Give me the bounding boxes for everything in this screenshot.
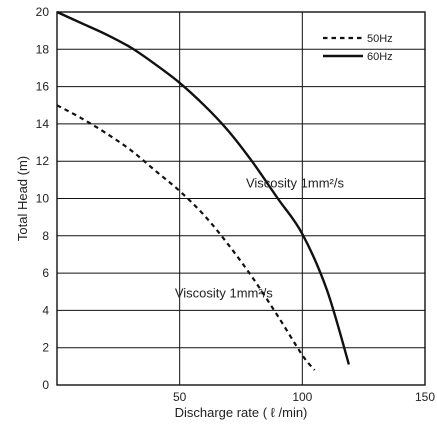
y-tick-label: 8 (42, 229, 49, 243)
annotations: Viscosity 1mm²/s Viscosity 1mm²/s (175, 175, 345, 300)
y-tick-label: 14 (36, 117, 50, 131)
y-tick-label: 4 (42, 303, 49, 317)
grid-lines (57, 12, 425, 385)
annotation-viscosity-60hz: Viscosity 1mm²/s (246, 175, 344, 190)
x-tick-label: 150 (415, 390, 435, 404)
y-axis-label: Total Head (m) (15, 156, 30, 241)
series-line-60hz (56, 10, 351, 365)
legend-label-60hz: 60Hz (367, 51, 393, 63)
y-tick-label: 18 (36, 42, 50, 56)
y-tick-label: 16 (36, 80, 50, 94)
series-layer (56, 10, 351, 371)
x-axis-label: Discharge rate ( ℓ /min) (175, 405, 308, 420)
y-tick-label: 10 (36, 192, 50, 206)
y-tick-label: 20 (36, 5, 50, 19)
series-line-50hz (56, 104, 316, 371)
y-tick-label: 6 (42, 266, 49, 280)
plot-frame (56, 11, 426, 386)
x-tick-label: 50 (173, 390, 187, 404)
annotation-viscosity-50hz: Viscosity 1mm²/s (175, 285, 273, 300)
y-tick-label: 0 (42, 378, 49, 392)
legend-label-50hz: 50Hz (367, 33, 393, 45)
x-tick-label: 100 (292, 390, 312, 404)
legend: 50Hz 60Hz (323, 33, 393, 63)
y-tick-label: 12 (36, 154, 50, 168)
tick-labels: 0 2 4 6 8 10 12 14 16 18 20 50 100 150 (36, 5, 436, 404)
y-tick-label: 2 (42, 341, 49, 355)
